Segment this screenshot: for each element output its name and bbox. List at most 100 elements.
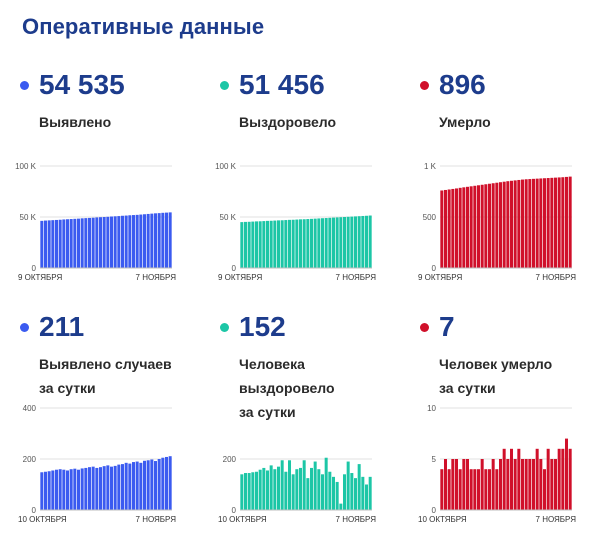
x-tick-label: 7 НОЯБРЯ (136, 273, 177, 282)
bar (480, 184, 484, 268)
bar (353, 478, 358, 510)
bar (106, 216, 110, 268)
bar (135, 214, 139, 268)
bar (91, 466, 95, 510)
bar (65, 470, 70, 510)
bar (76, 218, 81, 268)
bar (287, 460, 292, 510)
bar (98, 217, 103, 268)
bar (84, 218, 88, 268)
bar (91, 217, 95, 268)
stat-label: Человека выздоровело за сутки (239, 356, 335, 420)
bar (131, 215, 136, 268)
bar (498, 459, 503, 510)
bar (328, 217, 332, 268)
bar (109, 466, 114, 510)
bar (454, 459, 459, 510)
bar (361, 215, 365, 268)
stat-value: 152 (239, 311, 286, 342)
bar (298, 467, 303, 510)
bar (113, 465, 117, 510)
bar (240, 222, 244, 268)
bar (295, 219, 299, 268)
bar (161, 212, 165, 268)
bar (309, 218, 314, 268)
chart-daily-confirmed: 400 200 010 ОКТЯБРЯ 7 НОЯБРЯ (18, 404, 176, 524)
bar (247, 221, 251, 268)
bar (528, 179, 532, 268)
bar (524, 179, 528, 268)
bar (487, 469, 492, 510)
bar (335, 481, 339, 510)
bar (269, 465, 273, 510)
bar (539, 178, 543, 268)
bar (150, 459, 154, 510)
bar (502, 181, 506, 268)
bar (262, 467, 266, 510)
bar (131, 462, 136, 510)
x-tick-label: 10 ОКТЯБРЯ (218, 515, 267, 524)
x-tick-label: 10 ОКТЯБРЯ (418, 515, 467, 524)
bar (284, 220, 288, 268)
bar (339, 503, 343, 510)
chart-daily-recovered: 200 010 ОКТЯБРЯ 7 НОЯБРЯ (218, 455, 377, 524)
panel-daily-recovered: 152 Человека выздоровело за сутки 200 0 10… (200, 310, 390, 547)
bar (128, 463, 132, 510)
bar (317, 469, 321, 510)
bar (557, 448, 561, 510)
x-tick-label: 7 НОЯБРЯ (536, 515, 577, 524)
bar (102, 466, 106, 510)
bar (117, 464, 121, 510)
x-tick-label: 7 НОЯБРЯ (336, 515, 377, 524)
bar (284, 471, 288, 510)
bar (309, 467, 314, 510)
bar (265, 220, 270, 268)
bar (168, 212, 172, 268)
bar (280, 460, 284, 510)
bar (80, 468, 84, 510)
bar (243, 221, 248, 268)
stat-value: 7 (439, 311, 455, 342)
bar (287, 219, 292, 268)
bar (451, 188, 455, 268)
bar (62, 219, 66, 268)
bar (487, 183, 492, 268)
bar (542, 178, 547, 268)
bar (357, 464, 361, 510)
chart-deaths: 1 K 500 09 ОКТЯБРЯ 7 НОЯБРЯ (418, 162, 577, 282)
bar (243, 473, 248, 510)
bar (113, 216, 117, 268)
bar (454, 188, 459, 268)
bar (447, 469, 451, 510)
bar (550, 459, 554, 510)
bar (150, 213, 154, 268)
stat-label: Выздоровело (239, 114, 337, 130)
bar (157, 213, 161, 268)
bar (346, 461, 350, 510)
y-tick-label: 0 (232, 506, 237, 515)
stat-value: 51 456 (239, 69, 325, 100)
bar (120, 215, 125, 268)
bar (313, 461, 317, 510)
y-tick-label: 0 (432, 264, 437, 273)
bar (531, 459, 536, 510)
bar (47, 220, 51, 268)
panel-deaths: 896 Умерло 1 K 500 0 9 ОКТЯБРЯ 7 НОЯБРЯ (400, 68, 590, 305)
bar (254, 471, 259, 510)
bar (302, 460, 306, 510)
bar (98, 467, 103, 510)
bar (69, 219, 73, 268)
bar (102, 217, 106, 268)
bar (43, 220, 48, 268)
bar (258, 221, 262, 268)
bar (95, 217, 99, 268)
bar (80, 218, 84, 268)
bar (139, 214, 143, 268)
bar (498, 182, 503, 268)
y-tick-label: 100 K (215, 162, 237, 171)
bar (535, 178, 539, 268)
bar (368, 215, 372, 268)
x-tick-label: 7 НОЯБРЯ (536, 273, 577, 282)
bar (506, 181, 510, 268)
